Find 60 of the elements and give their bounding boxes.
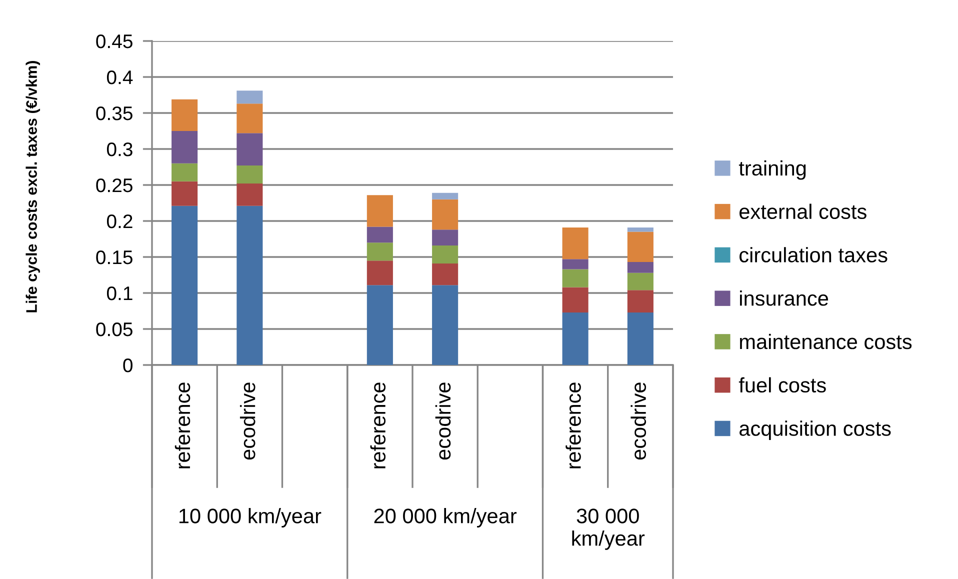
bar: [562, 269, 588, 288]
bar: [366, 195, 393, 227]
bar: [432, 263, 458, 286]
legend-label: external costs: [740, 204, 866, 220]
bar: [172, 206, 198, 365]
y-tick-label: 0.4: [106, 70, 133, 84]
bar: [432, 245, 458, 264]
legend-label: training: [738, 160, 806, 180]
bar: [562, 287, 588, 312]
x-tick-label: reference: [174, 382, 190, 468]
bar: [627, 227, 654, 232]
bar: [236, 90, 263, 104]
y-axis-title: Life cycle costs excl. taxes (€/vkm): [26, 61, 40, 312]
x-tick-label: reference: [566, 382, 581, 468]
bar: [432, 192, 458, 200]
bar: [366, 242, 393, 261]
bar: [172, 181, 198, 206]
bar: [627, 262, 654, 273]
y-tick-label: 0.05: [96, 322, 132, 336]
x-tick-label: reference: [370, 382, 386, 468]
bar: [562, 227, 588, 260]
y-tick-label: 0.2: [106, 214, 132, 228]
legend-label: circulation taxes: [740, 247, 888, 262]
bar: [366, 285, 393, 365]
bar: [562, 312, 588, 365]
bar: [627, 232, 654, 262]
legend-label: insurance: [740, 290, 828, 306]
y-tick-label: 0.35: [96, 106, 132, 120]
y-tick-label: 0.1: [106, 286, 132, 300]
x-tick-label: ecodrive: [435, 382, 451, 460]
x-tick-label: ecodrive: [630, 382, 646, 460]
text: 10 000 km/year: [179, 508, 322, 528]
bar: [432, 285, 458, 365]
bar: [236, 133, 263, 166]
y-tick-label: 0.3: [106, 142, 132, 156]
text: 20 000 km/year: [374, 508, 517, 528]
bar: [172, 131, 198, 164]
bar: [562, 259, 588, 270]
bar: [236, 184, 263, 206]
bar: [236, 206, 263, 365]
bar: [627, 272, 654, 290]
bar: [432, 199, 458, 230]
bar: [172, 99, 198, 131]
bar: [627, 312, 654, 365]
legend-label: maintenance costs: [740, 334, 912, 350]
legend-label: acquisition costs: [740, 420, 891, 440]
y-tick-label: 0: [123, 358, 132, 372]
x-tick-label: ecodrive: [240, 382, 256, 460]
y-tick-label: 0.45: [96, 34, 132, 48]
bar: [366, 260, 393, 286]
y-tick-label: 0.25: [96, 178, 132, 192]
bar: [236, 166, 263, 184]
bar: [432, 230, 458, 246]
text: 30 000 km/year: [572, 508, 645, 550]
y-tick-label: 0.15: [96, 250, 132, 264]
bar: [236, 104, 263, 134]
bar: [172, 163, 198, 182]
legend-label: fuel costs: [738, 377, 826, 393]
bar: [366, 226, 393, 243]
bar: [627, 290, 654, 312]
